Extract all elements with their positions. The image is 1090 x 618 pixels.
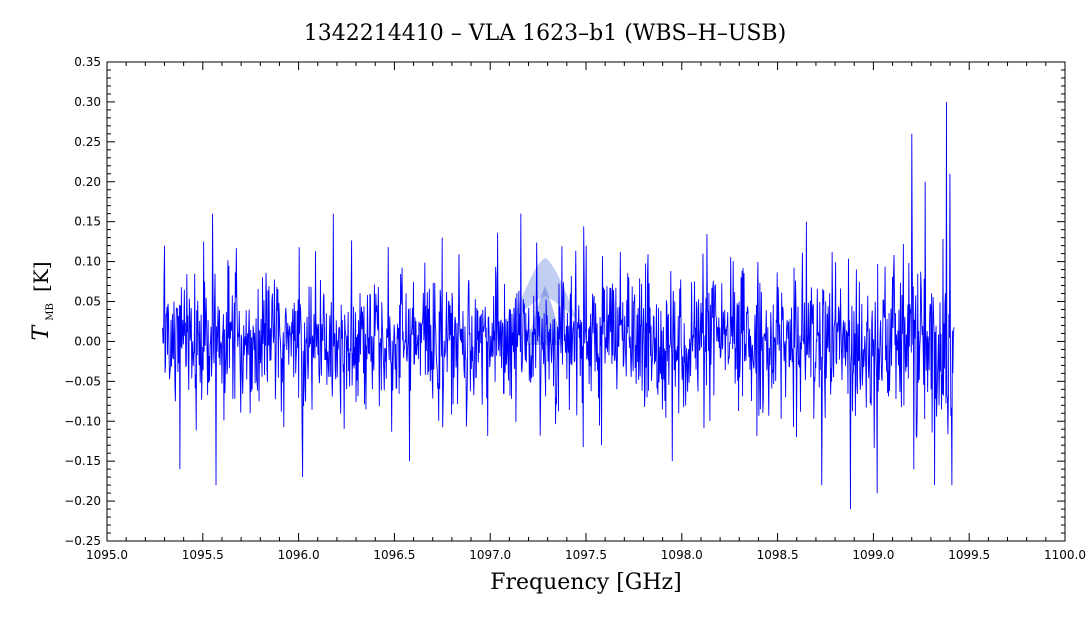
y-axis: −0.25 −0.20 −0.15 −0.10 −0.05 0.00 0.05 0.10 0.1…: [64, 55, 1065, 548]
watermark-shape: [513, 258, 577, 320]
y-tick-label: 0.10: [74, 255, 101, 269]
x-tick-label: 1097.5: [565, 548, 607, 562]
x-tick-label: 1098.5: [757, 548, 799, 562]
series-layer: [162, 101, 955, 510]
x-tick-label: 1100.0: [1044, 548, 1086, 562]
y-axis-symbol: T: [29, 324, 54, 341]
y-tick-label: 0.15: [74, 215, 101, 229]
x-tick-label: 1096.0: [278, 548, 320, 562]
y-tick-label: −0.25: [64, 534, 101, 548]
y-tick-label: 0.25: [74, 135, 101, 149]
y-tick-label: −0.20: [64, 494, 101, 508]
x-axis: 1095.0 1095.5 1096.0 1096.5 1097.0 1097.5 1098…: [86, 62, 1086, 562]
y-tick-label: −0.10: [64, 414, 101, 428]
y-tick-label: 0.05: [74, 295, 101, 309]
x-tick-label: 1097.0: [469, 548, 511, 562]
y-axis-unit: [K]: [29, 261, 53, 292]
y-axis-subscript: MB: [45, 303, 56, 321]
x-tick-label: 1099.5: [948, 548, 990, 562]
y-tick-label: −0.05: [64, 374, 101, 388]
y-axis-title: T MB [K]: [29, 261, 57, 340]
x-tick-label: 1095.5: [182, 548, 224, 562]
svg-text:T MB [K]: T MB [K]: [29, 261, 57, 340]
x-tick-label: 1099.0: [852, 548, 894, 562]
y-tick-label: −0.15: [64, 454, 101, 468]
y-tick-label: 0.35: [74, 55, 101, 69]
x-axis-title: Frequency [GHz]: [490, 570, 682, 595]
x-tick-label: 1095.0: [86, 548, 128, 562]
y-tick-label: 0.00: [74, 334, 101, 348]
y-tick-label: 0.20: [74, 175, 101, 189]
x-tick-label: 1096.5: [373, 548, 415, 562]
y-tick-label: 0.30: [74, 95, 101, 109]
spectrum-line: [162, 101, 955, 510]
x-tick-label: 1098.0: [661, 548, 703, 562]
chart-title: 1342214410 – VLA 1623–b1 (WBS–H–USB): [304, 21, 786, 46]
